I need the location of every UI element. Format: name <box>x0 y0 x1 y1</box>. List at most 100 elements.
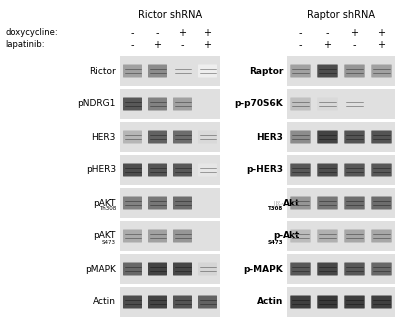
Text: -: - <box>326 28 329 38</box>
FancyBboxPatch shape <box>148 65 167 78</box>
Text: +: + <box>204 40 212 50</box>
Text: +: + <box>178 28 186 38</box>
Bar <box>287 155 395 185</box>
Text: HER3: HER3 <box>92 132 116 141</box>
Bar <box>287 89 395 119</box>
FancyBboxPatch shape <box>344 296 365 308</box>
Bar <box>287 287 395 317</box>
Text: +: + <box>378 28 386 38</box>
Text: lapatinib:: lapatinib: <box>5 40 44 49</box>
Text: -: - <box>156 28 159 38</box>
Text: +: + <box>324 40 332 50</box>
FancyBboxPatch shape <box>371 130 392 143</box>
FancyBboxPatch shape <box>148 230 167 243</box>
Text: +: + <box>154 40 162 50</box>
Text: Raptor shRNA: Raptor shRNA <box>307 10 375 20</box>
FancyBboxPatch shape <box>290 130 311 143</box>
Text: T308: T308 <box>268 206 283 212</box>
Text: Rictor: Rictor <box>89 67 116 76</box>
FancyBboxPatch shape <box>290 230 311 243</box>
Bar <box>287 254 395 284</box>
FancyBboxPatch shape <box>148 296 167 308</box>
Text: p-MAPK: p-MAPK <box>243 265 283 274</box>
FancyBboxPatch shape <box>344 196 365 210</box>
FancyBboxPatch shape <box>290 98 311 110</box>
Text: Actin: Actin <box>257 297 283 307</box>
Text: -: - <box>131 40 134 50</box>
FancyBboxPatch shape <box>148 163 167 176</box>
FancyBboxPatch shape <box>290 296 311 308</box>
FancyBboxPatch shape <box>148 196 167 210</box>
FancyBboxPatch shape <box>173 196 192 210</box>
Text: Akt: Akt <box>283 199 300 207</box>
FancyBboxPatch shape <box>198 263 217 276</box>
Text: Th308: Th308 <box>99 206 116 212</box>
FancyBboxPatch shape <box>290 263 311 276</box>
FancyBboxPatch shape <box>317 230 338 243</box>
FancyBboxPatch shape <box>317 163 338 176</box>
Text: p-: p- <box>273 232 283 241</box>
FancyBboxPatch shape <box>198 65 217 78</box>
Bar <box>120 56 220 86</box>
Bar <box>287 56 395 86</box>
FancyBboxPatch shape <box>173 130 192 143</box>
FancyBboxPatch shape <box>344 230 365 243</box>
Bar <box>120 221 220 251</box>
FancyBboxPatch shape <box>123 196 142 210</box>
FancyBboxPatch shape <box>173 163 192 176</box>
Text: pHER3: pHER3 <box>86 165 116 174</box>
Bar <box>120 122 220 152</box>
FancyBboxPatch shape <box>123 98 142 110</box>
FancyBboxPatch shape <box>317 98 338 110</box>
Text: +: + <box>204 28 212 38</box>
FancyBboxPatch shape <box>123 230 142 243</box>
FancyBboxPatch shape <box>173 65 192 78</box>
FancyBboxPatch shape <box>290 196 311 210</box>
FancyBboxPatch shape <box>344 263 365 276</box>
FancyBboxPatch shape <box>173 98 192 110</box>
FancyBboxPatch shape <box>123 130 142 143</box>
Text: p-: p- <box>273 199 283 207</box>
Text: Rictor shRNA: Rictor shRNA <box>138 10 202 20</box>
FancyBboxPatch shape <box>148 98 167 110</box>
Bar <box>120 155 220 185</box>
FancyBboxPatch shape <box>371 230 392 243</box>
Text: -: - <box>299 40 302 50</box>
Bar <box>287 221 395 251</box>
Bar <box>120 254 220 284</box>
FancyBboxPatch shape <box>317 65 338 78</box>
Text: -: - <box>299 28 302 38</box>
FancyBboxPatch shape <box>148 130 167 143</box>
FancyBboxPatch shape <box>371 263 392 276</box>
FancyBboxPatch shape <box>317 196 338 210</box>
Text: Raptor: Raptor <box>249 67 283 76</box>
FancyBboxPatch shape <box>290 65 311 78</box>
FancyBboxPatch shape <box>317 130 338 143</box>
Text: p-p70S6K: p-p70S6K <box>234 99 283 109</box>
Bar <box>120 89 220 119</box>
FancyBboxPatch shape <box>123 65 142 78</box>
FancyBboxPatch shape <box>344 98 365 110</box>
FancyBboxPatch shape <box>173 230 192 243</box>
Text: Actin: Actin <box>93 297 116 307</box>
FancyBboxPatch shape <box>173 296 192 308</box>
Text: pAKT: pAKT <box>94 199 116 207</box>
FancyBboxPatch shape <box>123 263 142 276</box>
FancyBboxPatch shape <box>371 196 392 210</box>
Text: pAKT: pAKT <box>94 232 116 241</box>
Text: p-: p- <box>273 199 283 207</box>
FancyBboxPatch shape <box>198 130 217 143</box>
Text: pMAPK: pMAPK <box>85 265 116 274</box>
Text: doxycycline:: doxycycline: <box>5 28 58 37</box>
Text: S473: S473 <box>268 239 283 245</box>
Text: pNDRG1: pNDRG1 <box>78 99 116 109</box>
FancyBboxPatch shape <box>123 163 142 176</box>
Bar <box>120 188 220 218</box>
FancyBboxPatch shape <box>290 163 311 176</box>
FancyBboxPatch shape <box>148 263 167 276</box>
Text: -: - <box>181 40 184 50</box>
FancyBboxPatch shape <box>371 296 392 308</box>
Bar <box>287 122 395 152</box>
FancyBboxPatch shape <box>344 65 365 78</box>
FancyBboxPatch shape <box>198 296 217 308</box>
